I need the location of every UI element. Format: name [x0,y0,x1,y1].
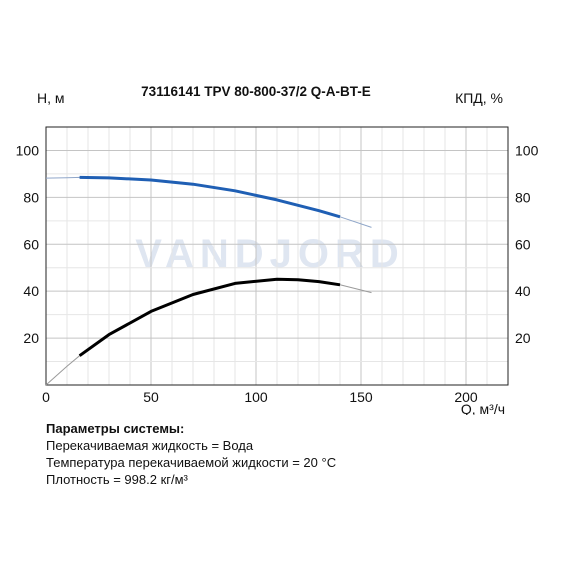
tick-labels: 0 50 100 150 200 20 40 60 80 100 20 40 60 80 100 [16,142,539,405]
curve-extension-2 [45,278,372,386]
y-right-tick-label: 80 [515,189,531,205]
x-tick-label: 100 [244,389,268,405]
y-axis-left-label: H, м [37,90,65,106]
x-tick-label: 150 [349,389,373,405]
watermark: VANDJORD [135,232,405,276]
y-left-tick-label: 100 [16,142,40,158]
plot-frame [45,126,509,386]
x-axis-label: Q, м³/ч [461,401,505,415]
y-right-tick-label: 60 [515,236,531,252]
x-tick-label: 200 [454,389,478,405]
system-parameters: Параметры системы: Перекачиваемая жидкос… [46,420,336,488]
pump-curve-chart: VANDJORD 0 50 100 150 200 20 40 60 80 100 20 40 60 80… [16,84,539,415]
y-right-tick-label: 40 [515,283,531,299]
params-line-density: Плотность = 998.2 кг/м³ [46,472,188,487]
x-tick-label: 50 [143,389,159,405]
curves [45,175,372,386]
y-left-tick-label: 40 [23,283,39,299]
y-axis-right-label: КПД, % [455,90,503,106]
params-line-temperature: Температура перекачиваемой жидкости = 20… [46,455,337,470]
x-tick-label: 0 [42,389,50,405]
params-line-liquid: Перекачиваемая жидкость = Вода [46,438,254,453]
y-left-tick-label: 20 [23,330,39,346]
chart-title: 73116141 TPV 80-800-37/2 Q-A-BT-E [141,84,371,99]
y-right-tick-label: 20 [515,330,531,346]
y-left-tick-label: 80 [23,189,39,205]
grid [46,127,508,385]
params-title: Параметры системы: [46,421,185,436]
curve-extension-1 [45,176,372,228]
curve-operating-1 [79,175,341,219]
y-right-tick-label: 100 [515,142,539,158]
y-left-tick-label: 60 [23,236,39,252]
curve-operating-2 [78,277,341,357]
